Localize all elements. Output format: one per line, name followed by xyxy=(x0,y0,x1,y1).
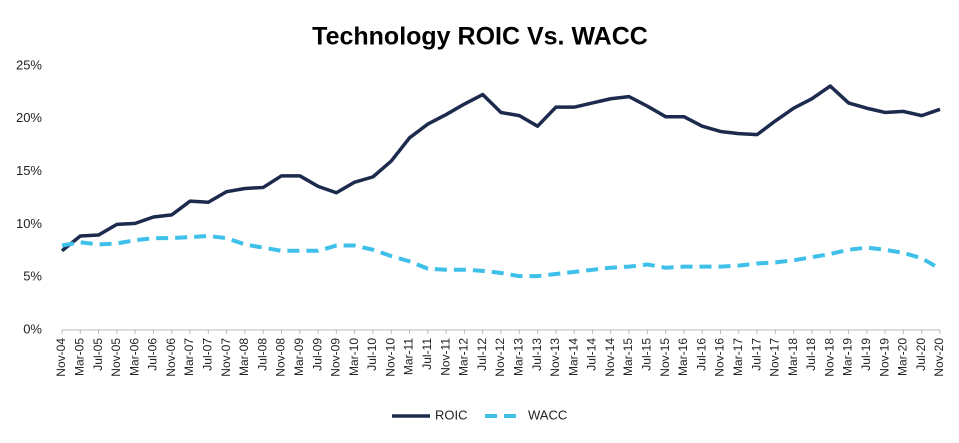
x-tick-label: Jul-07 xyxy=(201,338,215,371)
y-tick-label: 15% xyxy=(16,163,42,178)
x-tick-label: Nov-11 xyxy=(438,338,452,376)
x-tick-label: Mar-13 xyxy=(511,338,525,376)
x-tick-label: Mar-14 xyxy=(566,338,580,376)
x-tick-label: Nov-10 xyxy=(383,338,397,377)
x-tick-label: Jul-20 xyxy=(914,338,928,371)
x-tick-label: Jul-15 xyxy=(640,338,654,371)
x-tick-label: Nov-15 xyxy=(658,338,672,377)
x-tick-label: Mar-17 xyxy=(731,338,745,376)
x-tick-label: Mar-09 xyxy=(292,338,306,376)
x-tick-label: Mar-18 xyxy=(786,338,800,376)
x-tick-label: Nov-19 xyxy=(877,338,891,377)
x-tick-label: Mar-19 xyxy=(841,338,855,376)
chart-title: Technology ROIC Vs. WACC xyxy=(312,23,648,51)
x-tick-label: Jul-14 xyxy=(585,338,599,371)
x-tick-label: Mar-07 xyxy=(182,338,196,376)
y-tick-label: 10% xyxy=(16,216,42,231)
legend-label: WACC xyxy=(528,407,567,422)
legend-label: ROIC xyxy=(435,407,468,422)
x-tick-label: Mar-11 xyxy=(402,338,416,375)
x-tick-label: Jul-11 xyxy=(420,338,434,370)
y-tick-label: 0% xyxy=(23,321,42,336)
y-tick-label: 20% xyxy=(16,110,42,125)
x-tick-label: Mar-20 xyxy=(896,338,910,376)
x-tick-label: Mar-06 xyxy=(127,338,141,376)
x-tick-label: Nov-09 xyxy=(329,338,343,377)
line-series xyxy=(60,84,941,253)
x-tick-label: Mar-10 xyxy=(347,338,361,376)
x-tick-label: Nov-07 xyxy=(219,338,233,377)
x-tick-label: Jul-10 xyxy=(365,338,379,371)
x-tick-label: Jul-12 xyxy=(475,338,489,371)
x-tick-label: Nov-04 xyxy=(54,338,68,377)
x-tick-label: Nov-13 xyxy=(548,338,562,377)
x-tick-label: Jul-16 xyxy=(694,338,708,371)
x-tick-label: Mar-16 xyxy=(676,338,690,376)
x-tick-label: Mar-12 xyxy=(457,338,471,376)
x-tick-label: Jul-05 xyxy=(91,338,105,371)
x-tick-label: Mar-15 xyxy=(621,338,635,376)
x-tick-label: Jul-09 xyxy=(310,338,324,371)
x-tick-label: Nov-05 xyxy=(109,338,123,377)
x-tick-label: Nov-12 xyxy=(493,338,507,377)
x-tick-label: Nov-16 xyxy=(713,338,727,377)
x-tick-label: Jul-18 xyxy=(804,338,818,371)
x-tick-label: Nov-06 xyxy=(164,338,178,377)
x-tick-label: Jul-06 xyxy=(146,338,160,371)
x-tick-label: Jul-19 xyxy=(859,338,873,371)
x-tick-label: Jul-08 xyxy=(255,338,269,371)
x-tick-label: Nov-17 xyxy=(768,338,782,377)
x-tick-label: Nov-14 xyxy=(603,338,617,377)
x-tick-label: Mar-08 xyxy=(237,338,251,376)
y-tick-label: 25% xyxy=(16,57,42,72)
line-series xyxy=(61,234,941,279)
x-tick-label: Mar-05 xyxy=(72,338,86,376)
x-tick-label: Nov-08 xyxy=(274,338,288,377)
x-tick-label: Nov-18 xyxy=(822,338,836,377)
x-tick-label: Jul-13 xyxy=(530,338,544,371)
x-tick-label: Jul-17 xyxy=(749,338,763,371)
y-tick-label: 5% xyxy=(23,269,42,284)
x-tick-label: Nov-20 xyxy=(932,338,946,377)
